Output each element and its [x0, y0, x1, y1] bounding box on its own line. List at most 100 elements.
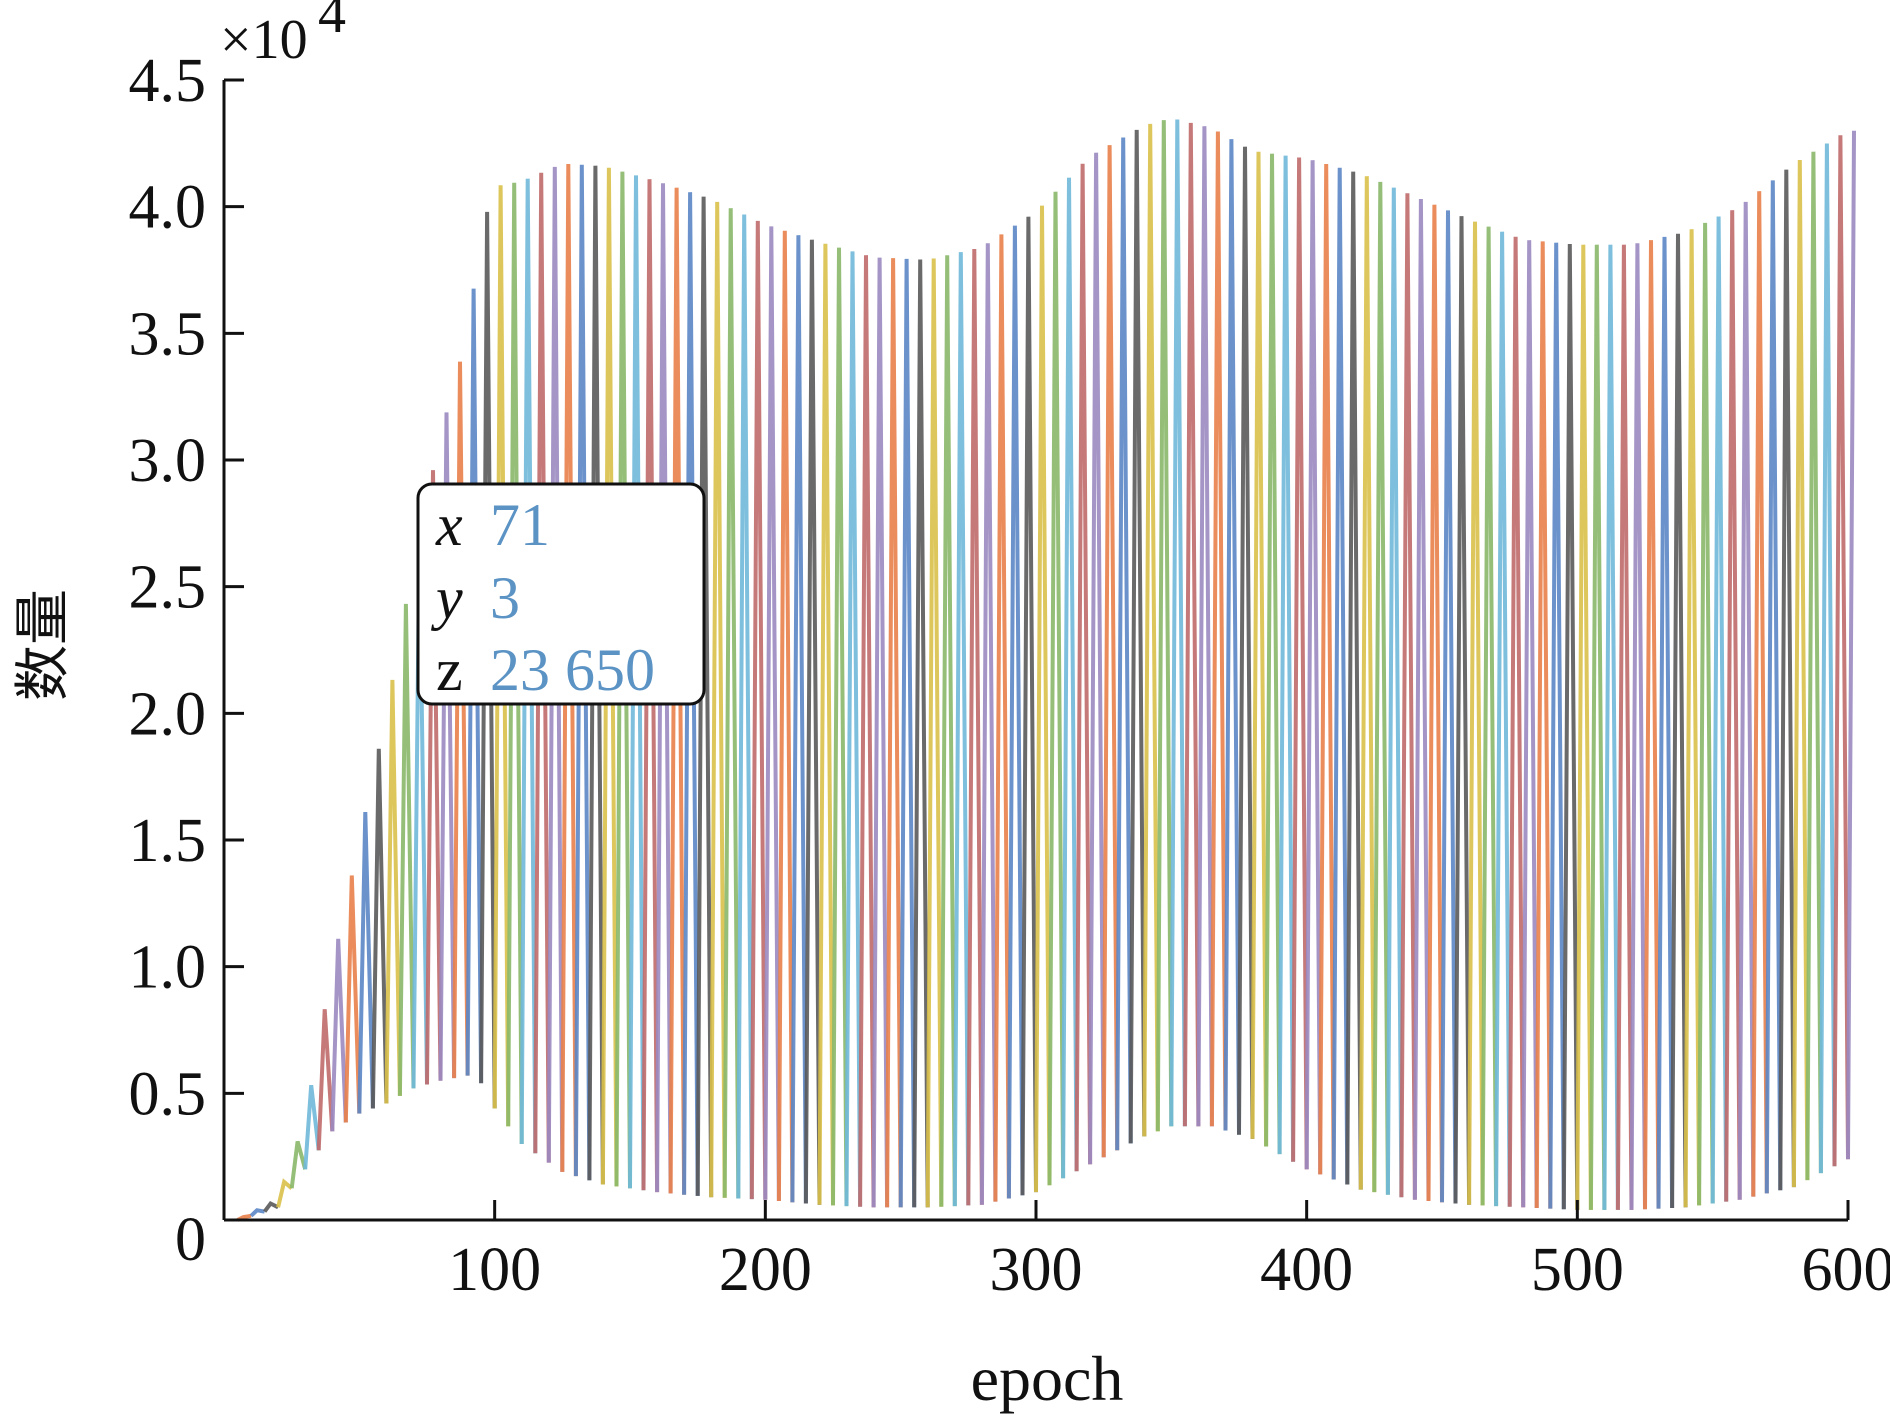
series-line — [1223, 139, 1241, 1135]
series-line — [1006, 225, 1025, 1199]
series-line — [682, 192, 700, 1196]
series-line — [763, 226, 781, 1202]
series-line — [519, 178, 538, 1154]
series-line — [1615, 244, 1634, 1210]
series-line — [1805, 151, 1823, 1181]
series-line — [1656, 236, 1675, 1209]
series-line — [709, 201, 727, 1198]
series-line — [1521, 240, 1539, 1209]
series-line — [506, 182, 524, 1145]
series-line — [736, 214, 754, 1200]
series-line — [384, 679, 402, 1104]
series-line — [1399, 193, 1417, 1200]
series-line — [1318, 163, 1336, 1180]
x-tick-label: 500 — [1531, 1236, 1624, 1304]
series-line — [790, 235, 808, 1204]
y-tick-label: 3.5 — [129, 300, 207, 368]
y-tick-label: 4.5 — [129, 47, 207, 115]
series-line — [1088, 152, 1106, 1165]
series-line — [533, 172, 551, 1163]
y-exponent-power: 4 — [318, 0, 346, 45]
x-tick-label: 400 — [1260, 1236, 1353, 1304]
series-line — [330, 938, 348, 1132]
series-line — [303, 1084, 321, 1170]
series-line — [1575, 244, 1593, 1210]
series-line — [776, 230, 795, 1203]
tooltip-z-key: z — [436, 637, 463, 703]
series-line — [600, 167, 619, 1187]
series-line — [1196, 126, 1214, 1127]
series-line — [438, 412, 457, 1081]
series-line — [614, 171, 632, 1189]
series-line — [898, 258, 917, 1208]
series-line — [1101, 145, 1120, 1158]
x-axis-label: epoch — [971, 1343, 1124, 1414]
series-line — [1074, 163, 1093, 1172]
series-line — [966, 248, 984, 1206]
series-line — [1426, 204, 1444, 1203]
tooltip-z-value: 23 650 — [490, 637, 655, 703]
series-line — [1209, 131, 1228, 1131]
series-line — [939, 255, 957, 1207]
series-line — [1737, 201, 1756, 1200]
series-line — [1588, 244, 1607, 1210]
series-line — [1061, 177, 1079, 1179]
series-line — [1277, 155, 1296, 1162]
series-line — [357, 812, 375, 1114]
series-line — [1264, 153, 1282, 1155]
y-ticks: 0 0.5 1.0 1.5 2.0 2.5 3.0 3.5 4.0 4.5 — [129, 47, 244, 1274]
series-line — [952, 252, 971, 1207]
series-line — [628, 175, 646, 1191]
series-line — [1169, 119, 1187, 1127]
series-line — [1182, 122, 1201, 1127]
series-line — [1846, 130, 1856, 1160]
series-line — [546, 166, 565, 1172]
series-line — [289, 1140, 308, 1189]
series-line — [668, 187, 687, 1195]
series-line — [1250, 151, 1269, 1147]
x-tick-label: 200 — [719, 1236, 812, 1304]
series-line — [641, 179, 660, 1193]
series-line — [1548, 242, 1566, 1210]
series-line — [844, 251, 863, 1207]
series-line — [912, 259, 930, 1208]
tooltip-x-key: x — [435, 492, 463, 558]
series-line — [1670, 233, 1688, 1209]
series-line — [425, 470, 443, 1085]
series-line — [1832, 135, 1850, 1167]
series-line — [1385, 187, 1404, 1198]
series-line — [1778, 169, 1796, 1191]
y-tick-label: 1.0 — [129, 934, 207, 1002]
series-line — [1697, 222, 1715, 1206]
series-line — [1453, 216, 1472, 1205]
series-line — [492, 185, 511, 1127]
series-line — [1115, 137, 1133, 1151]
series-line — [1128, 129, 1147, 1144]
y-tick-label: 1.5 — [129, 807, 207, 875]
y-axis-label: 数量 — [11, 589, 76, 701]
series-line — [1440, 210, 1458, 1204]
series-line — [1764, 180, 1783, 1194]
x-tick-label: 600 — [1802, 1236, 1890, 1304]
series-line — [1047, 191, 1066, 1186]
y-tick-label: 3.0 — [129, 427, 207, 495]
series-line — [343, 875, 362, 1123]
series-line — [316, 1009, 335, 1151]
series-line — [831, 247, 849, 1207]
x-tick-label: 100 — [448, 1236, 541, 1304]
series-line — [1155, 120, 1174, 1132]
series-line — [1331, 167, 1350, 1185]
series-line — [452, 361, 470, 1079]
series-line — [803, 239, 822, 1205]
data-tooltip: x 71 y 3 z 23 650 — [416, 482, 706, 706]
tooltip-box — [416, 482, 706, 706]
series-line — [1751, 191, 1769, 1197]
series-line — [1291, 157, 1309, 1170]
series-line — [1358, 176, 1377, 1193]
y-tick-label: 4.0 — [129, 174, 207, 242]
series-line — [1534, 241, 1553, 1209]
series-line — [560, 163, 578, 1177]
series-line — [1724, 210, 1742, 1202]
series-line — [1412, 198, 1431, 1202]
